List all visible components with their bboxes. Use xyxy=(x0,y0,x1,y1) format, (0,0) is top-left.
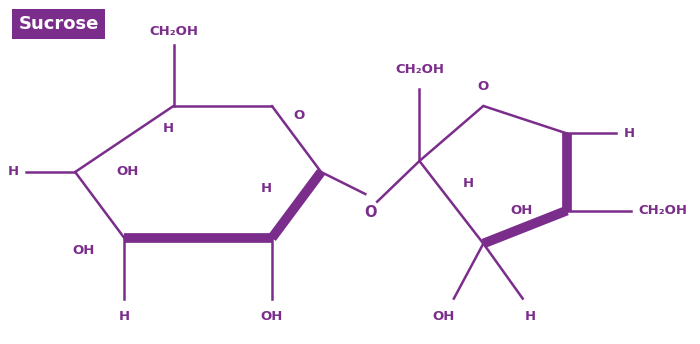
Text: H: H xyxy=(525,310,536,323)
Text: H: H xyxy=(624,127,635,140)
Text: CH₂OH: CH₂OH xyxy=(639,204,688,217)
Text: OH: OH xyxy=(433,310,455,323)
Text: OH: OH xyxy=(73,244,94,257)
Text: O: O xyxy=(477,80,489,93)
Text: Sucrose: Sucrose xyxy=(19,15,99,33)
Text: OH: OH xyxy=(260,310,283,323)
Text: CH₂OH: CH₂OH xyxy=(395,63,444,76)
Text: O: O xyxy=(294,109,305,122)
Text: OH: OH xyxy=(117,165,139,179)
Text: CH₂OH: CH₂OH xyxy=(149,25,198,38)
Text: H: H xyxy=(463,176,473,190)
Text: H: H xyxy=(8,165,19,179)
Text: H: H xyxy=(261,182,272,195)
Text: OH: OH xyxy=(510,204,533,217)
Text: O: O xyxy=(364,205,377,220)
Text: H: H xyxy=(119,310,130,323)
Text: H: H xyxy=(162,122,174,136)
